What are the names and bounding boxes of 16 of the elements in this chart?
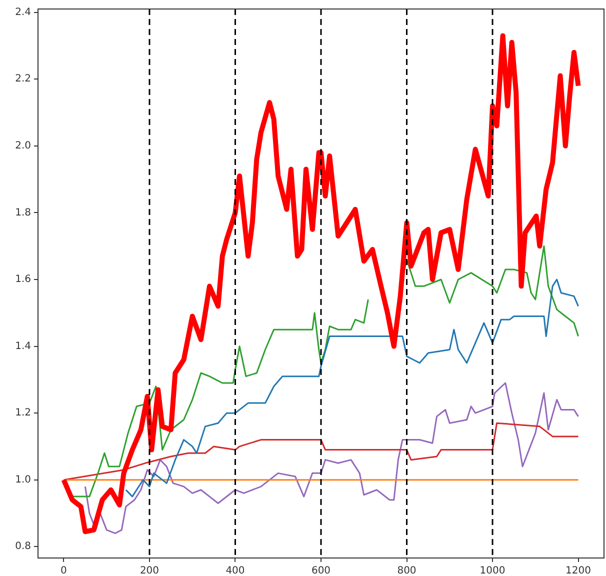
y-tick-label: 1.6 [15,274,31,286]
x-tick-label: 200 [140,566,160,576]
y-tick-label: 2.2 [15,74,31,85]
x-tick-label: 400 [226,566,245,576]
y-tick-label: 0.8 [15,541,31,552]
x-tick-label: 800 [397,566,416,576]
y-tick-label: 1.4 [15,340,31,352]
y-tick-label: 1.0 [15,474,31,486]
x-tick-label: 1200 [566,566,591,576]
x-tick-label: 1000 [480,566,506,576]
y-tick-label: 2.4 [15,6,31,18]
x-tick-label: 600 [311,566,331,576]
y-tick-label: 2.0 [15,140,31,152]
x-tick-label: 0 [60,566,67,576]
y-tick-label: 1.8 [15,207,31,218]
y-tick-label: 1.2 [15,408,31,419]
